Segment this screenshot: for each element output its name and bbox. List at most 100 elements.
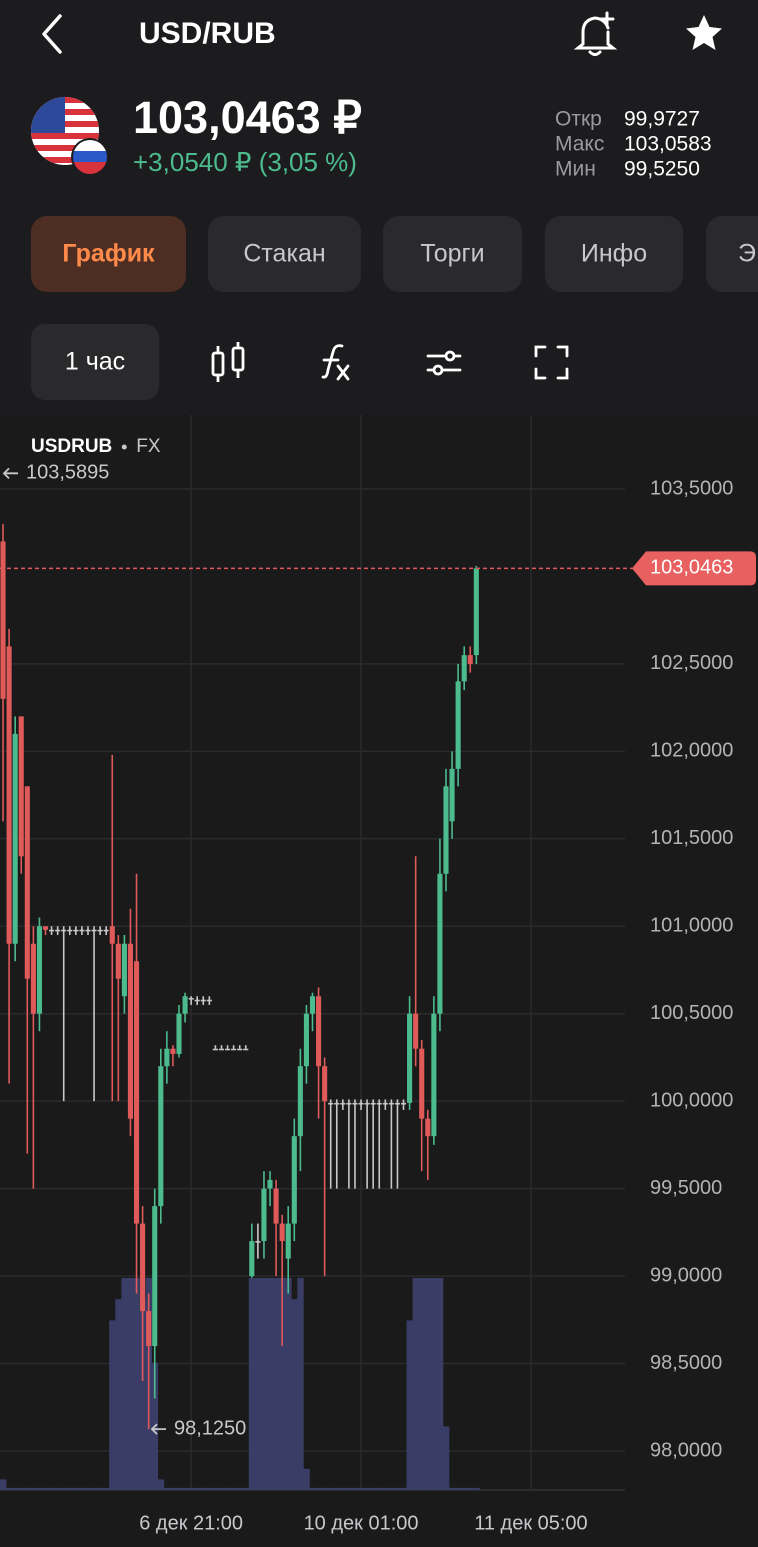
candle-body	[431, 1013, 437, 1137]
candle-body	[291, 1136, 297, 1224]
candle-body	[261, 1188, 267, 1242]
volume-bar	[467, 1487, 474, 1490]
volume-bar	[424, 1278, 432, 1490]
fullscreen-button[interactable]	[534, 345, 569, 380]
alert-button[interactable]	[573, 11, 618, 56]
volume-bar	[327, 1487, 335, 1490]
candle-body	[121, 943, 127, 997]
marker-label: 98,1250	[174, 1417, 246, 1439]
last-price-label: 103,0463	[650, 557, 733, 579]
y-tick-label: 101,5000	[650, 827, 733, 849]
marker-arrow	[2, 467, 18, 479]
candle-body	[328, 1102, 334, 1105]
candle-body	[407, 1013, 413, 1103]
candle-body	[24, 786, 30, 979]
indicators-button[interactable]	[321, 344, 350, 381]
volume-bar	[412, 1278, 419, 1490]
tab[interactable]	[706, 216, 758, 292]
candle-body	[358, 1102, 364, 1105]
y-tick-label: 99,0000	[650, 1264, 722, 1286]
y-tick-label: 100,5000	[650, 1002, 733, 1024]
volume-bar	[84, 1487, 92, 1490]
interval-button[interactable]	[31, 324, 159, 400]
tab[interactable]	[383, 216, 522, 292]
stat-label: Макс	[555, 133, 604, 156]
back-button[interactable]	[42, 14, 62, 54]
settings-button[interactable]	[426, 350, 462, 376]
tab-label: График	[62, 240, 155, 268]
volume-bar	[157, 1479, 165, 1490]
volume-bar	[212, 1487, 219, 1490]
volume-bar	[6, 1487, 13, 1490]
candle-body	[243, 1048, 249, 1051]
volume-bar	[218, 1487, 225, 1490]
candle-body	[334, 1102, 340, 1105]
volume-bar	[303, 1468, 310, 1490]
volume-bar	[91, 1487, 98, 1490]
marker-label: 103,5895	[26, 462, 109, 484]
stat-label: Мин	[555, 158, 596, 181]
candle-body	[309, 996, 316, 1014]
volume-bar	[236, 1487, 244, 1490]
volume-bar	[418, 1278, 426, 1490]
volume-bar	[36, 1487, 43, 1490]
candle-body	[449, 768, 455, 822]
candle-body	[443, 786, 449, 874]
volume-bar	[442, 1426, 450, 1490]
candle-body	[303, 1013, 309, 1067]
candle-body	[455, 681, 461, 769]
volume-bar	[473, 1487, 480, 1490]
volume-bar	[230, 1487, 237, 1490]
volume-bar	[72, 1487, 80, 1490]
volume-bar	[406, 1320, 413, 1490]
candle-body	[36, 926, 42, 1014]
volume-bar	[333, 1487, 341, 1490]
chart-symbol: USDRUB	[31, 436, 112, 457]
volume-bar	[358, 1487, 365, 1490]
volume-bar	[400, 1487, 407, 1490]
volume-bar	[430, 1278, 438, 1490]
candle-body	[212, 1048, 218, 1051]
stat-label: Откр	[555, 108, 602, 131]
volume-bar	[175, 1487, 183, 1490]
chart-type-button[interactable]	[211, 342, 245, 382]
volume-bar	[376, 1487, 383, 1490]
volume-bar	[224, 1487, 231, 1490]
volume-bar	[139, 1299, 146, 1490]
candle-body	[249, 1241, 255, 1277]
candle-body	[67, 929, 73, 932]
candle-body	[91, 929, 97, 932]
candle-body	[297, 1066, 303, 1137]
y-tick-label: 101,0000	[650, 915, 733, 937]
candle-body	[176, 1013, 182, 1054]
candle-body	[346, 1102, 352, 1105]
y-tick-label: 100,0000	[650, 1089, 733, 1111]
candle-body	[55, 929, 61, 932]
candle-body	[42, 926, 49, 930]
candle-body	[109, 926, 115, 944]
candle-body	[182, 996, 188, 1014]
stats: Откр 99,9727 Макс 103,0583 Мин 99,5250	[555, 108, 712, 181]
price: 103,0463 ₽	[133, 92, 362, 143]
volume-bar	[127, 1278, 134, 1490]
tab[interactable]	[545, 216, 683, 292]
x-tick-label: 6 дек 21:00	[139, 1512, 243, 1534]
tabs: График Стакан Торги Инфо Э	[31, 216, 758, 292]
volume-bar	[163, 1487, 171, 1490]
volume-bar	[254, 1278, 262, 1490]
volume-bar	[54, 1487, 61, 1490]
candle-body	[340, 1102, 346, 1105]
favorite-button[interactable]	[686, 15, 722, 50]
volume-bar	[309, 1487, 316, 1490]
candle-body	[473, 568, 479, 656]
candle-body	[188, 997, 194, 1000]
tab[interactable]	[31, 216, 186, 292]
candle-body	[425, 1118, 431, 1137]
volume-bar	[321, 1487, 328, 1490]
volume-bar	[388, 1487, 395, 1490]
candle-body	[103, 929, 109, 932]
candle-body	[170, 1048, 176, 1054]
candle-body	[382, 1102, 388, 1105]
candle-body	[437, 873, 443, 1014]
tab[interactable]	[208, 216, 361, 292]
